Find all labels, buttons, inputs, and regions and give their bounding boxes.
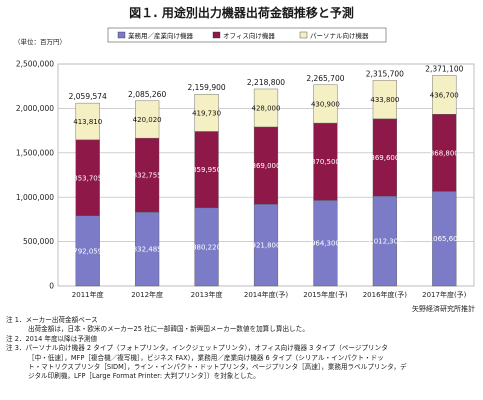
segment-value-label: 921,800 (252, 242, 281, 250)
bar-segment (372, 80, 397, 120)
unit-label: （単位：百万円） (14, 37, 66, 46)
x-tick-label: 2012年度 (131, 290, 163, 299)
x-tick-label: 2015年度(予) (303, 290, 348, 299)
segment-value-label: 869,600 (370, 154, 399, 162)
segment-value-label: 428,000 (252, 104, 281, 112)
note-line: ［中・低速］，MFP［複合機／複写機］，ビジネス FAX），業務用／産業向け機器… (28, 353, 384, 362)
bar-total-label: 2,218,800 (247, 78, 285, 87)
segment-value-label: 419,730 (192, 109, 221, 117)
y-tick-label: 2,500,000 (16, 60, 54, 69)
note-line: 出荷金額は，日本・欧米のメーカー25 社に一部韓国・新興国メーカー数値を加算し算… (28, 325, 309, 334)
x-axis: 2011年度 2012年度 2013年度 2014年度(予) 2015年度(予) 2016… (72, 290, 467, 299)
bar-segment (313, 84, 338, 124)
bar-total-label: 2,059,574 (69, 92, 107, 101)
segment-value-label: 853,705 (73, 174, 102, 182)
segment-value-label: 792,059 (73, 247, 102, 255)
bar-total-label: 2,315,700 (366, 69, 404, 78)
segment-value-label: 430,900 (311, 100, 340, 108)
x-tick-label: 2014年度(予) (244, 290, 289, 299)
chart-title: 図１. 用途別出力機器出荷金額推移と予測 (129, 6, 354, 20)
x-tick-label: 2013年度 (191, 290, 223, 299)
segment-value-label: 964,300 (311, 240, 340, 248)
segment-value-label: 868,800 (430, 149, 459, 157)
segment-value-label: 436,700 (430, 91, 459, 99)
y-tick-label: 0 (49, 282, 54, 291)
bar-segment (432, 75, 457, 115)
bar-total-label: 2,159,900 (187, 83, 225, 92)
bar-segment (75, 102, 100, 141)
chart-bars: 792,059 853,705 413,810 2,059,574 832,485 832… (69, 64, 464, 287)
chart-canvas: （単位：百万円） 業務用／産業向け機器 オフィス向け機器 パーソナル向け機器 0 50… (14, 27, 475, 299)
y-tick-label: 2,000,000 (16, 104, 54, 113)
segment-value-label: 880,220 (192, 243, 221, 251)
source-credit: 矢野経済研究所推計 (412, 305, 475, 313)
legend-swatch (212, 31, 221, 39)
segment-value-label: 832,755 (133, 172, 162, 180)
stacked-bar-chart: （単位：百万円） 業務用／産業向け機器 オフィス向け機器 パーソナル向け機器 0 50… (14, 27, 475, 299)
bar-segment (253, 88, 279, 128)
footnotes: 注 1．メーカー出荷金額ベース 出荷金額は，日本・欧米のメーカー25 社に一部韓国… (6, 316, 476, 382)
legend-swatch (299, 31, 308, 39)
y-tick-label: 1,000,000 (16, 193, 54, 202)
segment-value-label: 433,800 (370, 96, 399, 104)
legend-swatch (117, 31, 126, 39)
segment-value-label: 420,020 (133, 116, 162, 124)
legend-box (107, 27, 387, 43)
x-tick-label: 2016年度(予) (363, 290, 408, 299)
legend-entry: パーソナル向け機器 (310, 31, 369, 40)
segment-value-label: 413,810 (73, 118, 102, 126)
y-axis: 0 500,000 1,000,000 1,500,000 2,000,000 2,500… (16, 60, 54, 291)
note-line: ト・マトリクスプリンタ［SIDM］，ライン・インパクト・ドットプリンタ，ページプ… (28, 363, 407, 372)
note-line: 注 3．パーソナル向け機器 2 タイプ（フォトプリンタ，インクジェットプリンタ）… (6, 344, 388, 353)
bar-total-label: 2,085,260 (128, 90, 166, 99)
y-tick-label: 500,000 (23, 237, 54, 246)
x-tick-label: 2017年度(予) (422, 290, 467, 299)
segment-value-label: 869,000 (252, 162, 281, 170)
segment-value-label: 1,012,300 (367, 238, 403, 246)
bar-total-label: 2,371,100 (425, 64, 463, 73)
note-line: 注 1．メーカー出荷金額ベース (6, 316, 98, 324)
segment-value-label: 870,500 (311, 158, 340, 166)
y-tick-label: 1,500,000 (16, 148, 54, 157)
note-line: 注 2．2014 年度以降は予測値 (6, 334, 98, 343)
x-tick-label: 2011年度 (72, 290, 104, 299)
legend-entry: オフィス向け機器 (223, 31, 275, 40)
bar-segment (194, 94, 219, 132)
segment-value-label: 832,485 (133, 246, 162, 254)
segment-value-label: 859,950 (192, 166, 221, 174)
bar-segment (135, 100, 160, 139)
note-line: ジタル印刷機，LFP［Large Format Printer: 大判プリンタ］… (28, 372, 260, 381)
chart-legend: 業務用／産業向け機器 オフィス向け機器 パーソナル向け機器 (107, 27, 387, 43)
legend-entry: 業務用／産業向け機器 (128, 31, 194, 40)
segment-value-label: 1,065,600 (426, 235, 462, 243)
bar-total-label: 2,265,700 (306, 74, 344, 83)
